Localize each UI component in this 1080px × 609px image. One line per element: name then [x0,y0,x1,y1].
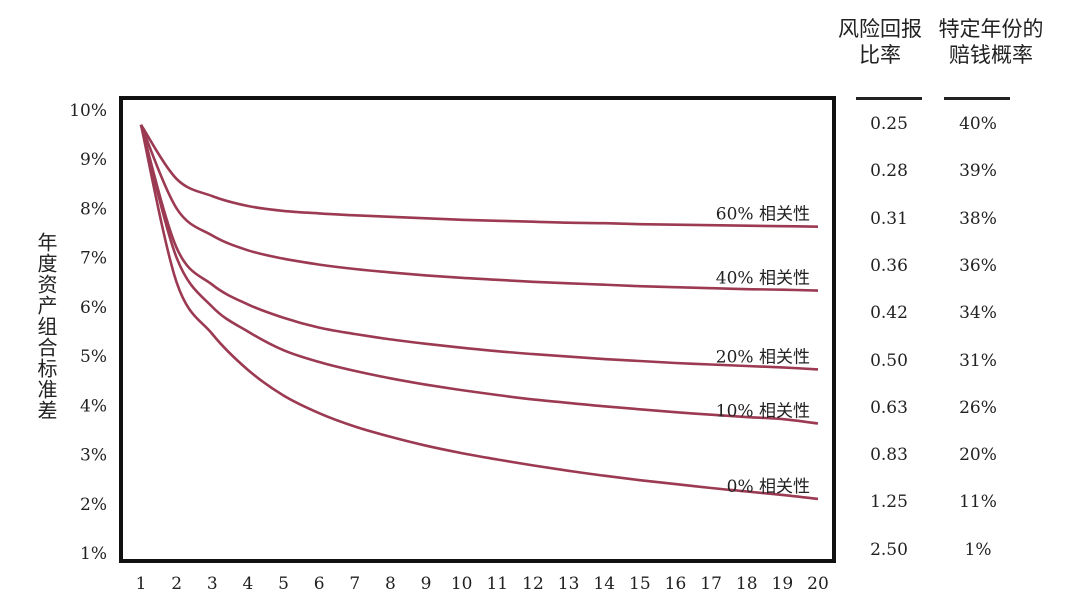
series-line-4 [139,124,819,501]
series-line-2 [139,124,819,371]
plot-frame [119,96,836,563]
x-tick-label: 2 [171,574,182,594]
y-tick-label: 7% [80,249,107,269]
y-tick-label: 8% [80,199,107,219]
series-label: 10% 相关性 [716,402,810,422]
risk-return-ratio-cell: 0.28 [870,161,908,182]
loss-probability-cell: 20% [959,445,997,466]
x-tick-label: 7 [349,574,360,594]
risk-return-ratio-cell: 0.36 [870,255,908,276]
risk-return-ratio-cell: 0.63 [870,397,908,418]
x-tick-label: 17 [700,574,722,594]
x-tick-label: 5 [278,574,289,594]
x-tick-label: 8 [385,574,396,594]
x-tick-label: 14 [593,574,615,594]
risk-return-ratio-cell: 2.50 [870,539,908,560]
x-tick-label: 20 [807,574,829,594]
series-line-0 [139,124,819,228]
x-tick-label: 11 [486,574,508,594]
x-tick-label: 6 [314,574,325,594]
series-label: 20% 相关性 [716,347,810,367]
risk-return-ratio-header-line1: 风险回报 [838,17,922,41]
loss-probability-header: 特定年份的 赔钱概率 [928,16,1054,68]
loss-probability-cell: 11% [959,492,997,513]
x-tick-label: 13 [558,574,580,594]
x-tick-label: 15 [629,574,651,594]
risk-return-ratio-cell: 0.31 [870,208,908,229]
loss-probability-cell: 40% [959,114,997,134]
loss-probability-cell: 26% [959,397,997,418]
y-tick-label: 5% [80,347,107,367]
loss-probability-header-line1: 特定年份的 [938,17,1044,41]
series-line-3 [139,124,819,425]
header-rule-1 [856,97,922,100]
x-tick-label: 4 [242,574,253,594]
loss-probability-cell: 36% [959,255,997,276]
series-label: 40% 相关性 [716,269,810,289]
loss-probability-cell: 34% [959,303,997,324]
x-tick-label: 3 [207,574,218,594]
y-tick-label: 4% [80,396,107,416]
risk-return-ratio-cell: 0.50 [870,350,908,371]
x-tick-label: 18 [736,574,758,594]
x-tick-label: 12 [522,574,544,594]
loss-probability-cell: 31% [959,350,997,371]
x-tick-label: 19 [772,574,794,594]
y-tick-label: 1% [80,544,107,564]
risk-return-ratio-cell: 0.83 [870,445,908,466]
risk-return-ratio-cell: 1.25 [870,492,908,513]
loss-probability-cell: 39% [959,161,997,182]
y-tick-label: 6% [80,298,107,318]
y-tick-label: 3% [80,446,107,466]
series-line-1 [139,124,819,292]
risk-return-ratio-header-line2: 比率 [859,43,901,67]
risk-return-ratio-header: 风险回报 比率 [826,16,934,68]
x-tick-label: 9 [421,574,432,594]
series-label: 0% 相关性 [727,477,810,497]
series-label: 60% 相关性 [716,205,810,225]
loss-probability-header-line2: 赔钱概率 [949,43,1033,67]
loss-probability-cell: 1% [964,539,992,560]
x-tick-label: 1 [136,574,147,594]
header-rule-2 [944,97,1010,100]
y-tick-label: 9% [80,150,107,170]
risk-return-ratio-cell: 0.42 [870,303,908,324]
y-axis-label: 年度资产组合标准差 [34,232,58,421]
x-tick-label: 10 [451,574,473,594]
y-tick-label: 10% [69,101,107,121]
loss-probability-cell: 38% [959,208,997,229]
y-tick-label: 2% [80,495,107,515]
x-tick-label: 16 [665,574,687,594]
risk-return-ratio-cell: 0.25 [870,114,908,134]
